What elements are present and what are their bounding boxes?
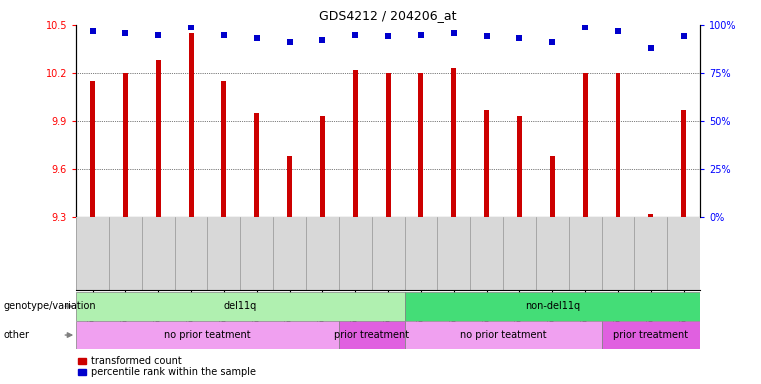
Bar	[78, 369, 87, 376]
Bar	[78, 358, 87, 364]
Bar	[405, 292, 700, 321]
Text: genotype/variation: genotype/variation	[4, 301, 97, 311]
Text: other: other	[4, 330, 30, 340]
Point	[382, 33, 394, 40]
Point	[415, 31, 427, 38]
Bar	[287, 156, 292, 217]
Text: no prior teatment: no prior teatment	[164, 330, 251, 340]
Point	[579, 24, 591, 30]
Point	[87, 28, 99, 34]
Bar	[221, 81, 226, 217]
Bar	[648, 214, 653, 217]
Bar	[76, 321, 339, 349]
Bar	[616, 73, 620, 217]
Bar	[681, 110, 686, 217]
Bar	[583, 73, 587, 217]
Point	[514, 35, 526, 41]
Bar	[320, 116, 325, 217]
Point	[152, 31, 164, 38]
Bar	[189, 33, 193, 217]
Point	[218, 31, 230, 38]
Bar	[550, 156, 555, 217]
Bar	[123, 73, 128, 217]
Bar	[156, 60, 161, 217]
Bar	[517, 116, 522, 217]
Bar	[451, 68, 457, 217]
Title: GDS4212 / 204206_at: GDS4212 / 204206_at	[320, 9, 457, 22]
Point	[119, 30, 132, 36]
Point	[317, 37, 329, 43]
Bar	[353, 70, 358, 217]
Bar	[419, 73, 423, 217]
Bar	[90, 81, 95, 217]
Point	[447, 30, 460, 36]
Text: transformed count: transformed count	[91, 356, 181, 366]
Point	[185, 24, 197, 30]
Text: percentile rank within the sample: percentile rank within the sample	[91, 367, 256, 377]
Point	[677, 33, 689, 40]
Bar	[602, 321, 700, 349]
Point	[612, 28, 624, 34]
Point	[250, 35, 263, 41]
Text: no prior teatment: no prior teatment	[460, 330, 546, 340]
Bar	[405, 321, 602, 349]
Bar	[76, 292, 405, 321]
Point	[645, 45, 657, 51]
Bar	[386, 73, 390, 217]
Point	[349, 31, 361, 38]
Bar	[339, 321, 405, 349]
Bar	[484, 110, 489, 217]
Point	[546, 39, 559, 45]
Point	[480, 33, 492, 40]
Text: prior treatment: prior treatment	[613, 330, 689, 340]
Text: del11q: del11q	[224, 301, 257, 311]
Text: non-del11q: non-del11q	[525, 301, 580, 311]
Text: prior treatment: prior treatment	[334, 330, 409, 340]
Bar	[254, 113, 260, 217]
Point	[284, 39, 296, 45]
